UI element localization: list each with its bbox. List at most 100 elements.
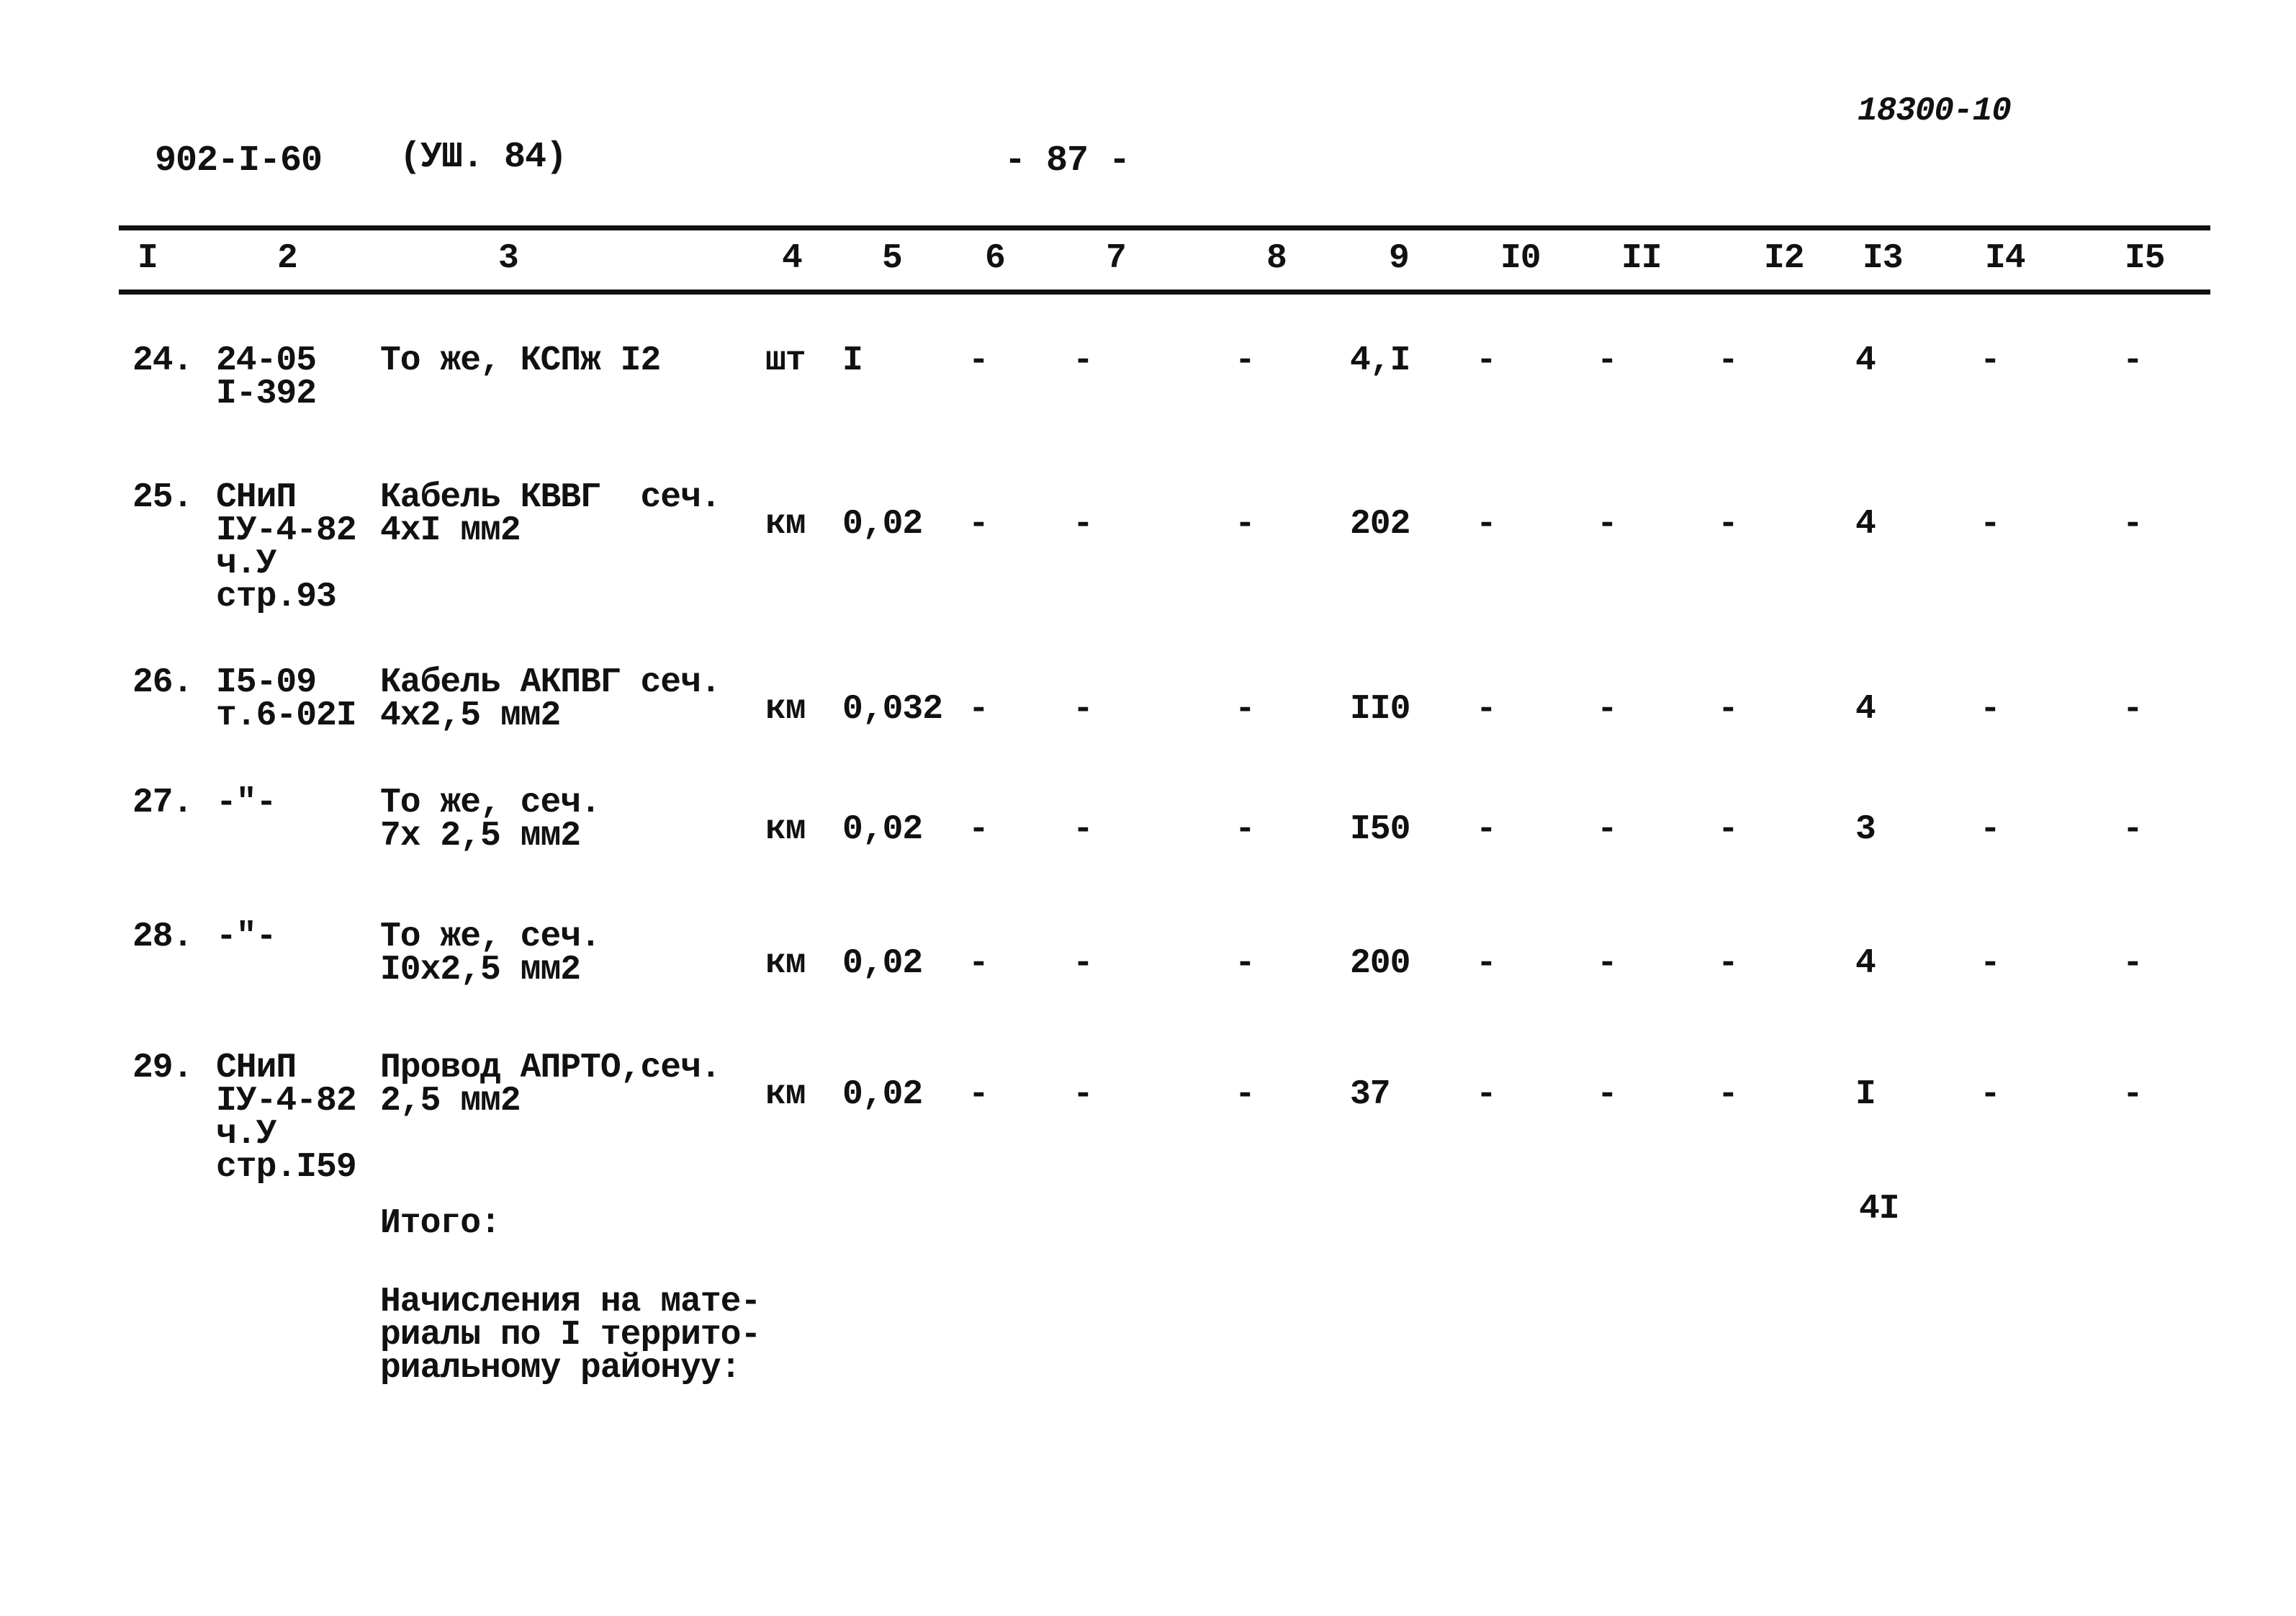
- cell-unit: км: [765, 944, 806, 983]
- cell-c13: 4: [1855, 944, 1876, 983]
- cell-c10: -: [1476, 690, 1497, 729]
- cell-c9: I50: [1350, 810, 1410, 849]
- column-header-1: I: [138, 239, 158, 278]
- cell-no: 25.: [132, 478, 193, 517]
- column-header-4: 4: [782, 239, 803, 278]
- cell-c6: -: [968, 690, 989, 729]
- cell-name: Провод АПРТО,сеч. 2,5 мм2: [380, 1049, 721, 1121]
- cell-c10: -: [1476, 944, 1497, 983]
- document-code: 902-I-60: [155, 140, 323, 181]
- column-header-5: 5: [882, 239, 903, 278]
- cell-c6: -: [968, 341, 989, 380]
- cell-c8: -: [1235, 341, 1256, 380]
- cell-unit: шт: [765, 341, 806, 380]
- cell-c12: -: [1718, 690, 1739, 729]
- cell-ref: 24-05 I-392: [216, 341, 317, 413]
- cell-c12: -: [1718, 944, 1739, 983]
- column-header-3: 3: [498, 239, 519, 278]
- cell-c7: -: [1073, 810, 1094, 849]
- cell-name: Кабель КВВГ сеч. 4хI мм2: [380, 478, 721, 550]
- cell-c5: 0,02: [842, 944, 923, 983]
- cell-no: 28.: [132, 917, 193, 956]
- cell-name: Кабель АКПВГ сеч. 4х2,5 мм2: [380, 663, 721, 735]
- cell-unit: км: [765, 810, 806, 849]
- cell-name: То же, сеч. 7х 2,5 мм2: [380, 784, 601, 856]
- column-header-8: 8: [1266, 239, 1287, 278]
- cell-c10: -: [1476, 810, 1497, 849]
- cell-c7: -: [1073, 341, 1094, 380]
- cell-no: 29.: [132, 1049, 193, 1087]
- cell-c15: -: [2122, 341, 2143, 380]
- issue-label: (УШ. 84): [400, 137, 567, 178]
- cell-c11: -: [1597, 944, 1618, 983]
- column-header-12: I2: [1764, 239, 1805, 278]
- cell-c7: -: [1073, 690, 1094, 729]
- cell-c12: -: [1718, 1075, 1739, 1114]
- cell-c7: -: [1073, 505, 1094, 544]
- cell-c6: -: [968, 810, 989, 849]
- cell-c8: -: [1235, 1075, 1256, 1114]
- cell-c9: II0: [1350, 690, 1410, 729]
- table-header-rule: [119, 289, 2210, 295]
- cell-c11: -: [1597, 1075, 1618, 1114]
- cell-c10: -: [1476, 1075, 1497, 1114]
- cell-c9: 4,I: [1350, 341, 1410, 380]
- cell-c5: 0,032: [842, 690, 943, 729]
- column-header-14: I4: [1985, 239, 2026, 278]
- cell-c15: -: [2122, 505, 2143, 544]
- column-header-15: I5: [2125, 239, 2166, 278]
- cell-c8: -: [1235, 505, 1256, 544]
- cell-ref: СНиП IУ-4-82 ч.У стр.I59: [216, 1049, 357, 1187]
- cell-c9: 200: [1350, 944, 1410, 983]
- column-header-13: I3: [1863, 239, 1904, 278]
- cell-c11: -: [1597, 505, 1618, 544]
- cell-c13: I: [1855, 1075, 1876, 1114]
- cell-unit: км: [765, 505, 806, 544]
- cell-c5: 0,02: [842, 505, 923, 544]
- cell-name: То же, сеч. I0х2,5 мм2: [380, 917, 601, 989]
- cell-c15: -: [2122, 1075, 2143, 1114]
- cell-ref: I5-09 т.6-02I: [216, 663, 357, 735]
- cell-c6: -: [968, 505, 989, 544]
- cell-c12: -: [1718, 810, 1739, 849]
- cell-c6: -: [968, 944, 989, 983]
- cell-c14: -: [1980, 505, 2001, 544]
- cell-c11: -: [1597, 690, 1618, 729]
- cell-c8: -: [1235, 944, 1256, 983]
- cell-c10: -: [1476, 341, 1497, 380]
- cell-c13: 3: [1855, 810, 1876, 849]
- cell-c14: -: [1980, 944, 2001, 983]
- cell-c6: -: [968, 1075, 989, 1114]
- cell-c13: 4: [1855, 341, 1876, 380]
- cell-c12: -: [1718, 505, 1739, 544]
- cell-c8: -: [1235, 810, 1256, 849]
- cell-ref: -"-: [216, 784, 276, 822]
- page-number: - 87 -: [1004, 140, 1130, 181]
- cell-unit: км: [765, 1075, 806, 1114]
- cell-no: 24.: [132, 341, 193, 380]
- cell-c12: -: [1718, 341, 1739, 380]
- cell-c5: I: [842, 341, 863, 380]
- cell-c13: 4: [1855, 505, 1876, 544]
- cell-c5: 0,02: [842, 810, 923, 849]
- cell-c14: -: [1980, 341, 2001, 380]
- cell-no: 26.: [132, 663, 193, 702]
- cell-c9: 202: [1350, 505, 1410, 544]
- cell-name: То же, КСПж I2: [380, 341, 661, 380]
- cell-no: 27.: [132, 784, 193, 822]
- cell-c15: -: [2122, 944, 2143, 983]
- cell-unit: км: [765, 690, 806, 729]
- cell-c13: 4: [1855, 690, 1876, 729]
- table-top-rule: [119, 225, 2210, 230]
- cell-c15: -: [2122, 810, 2143, 849]
- column-header-6: 6: [985, 239, 1006, 278]
- cell-c7: -: [1073, 1075, 1094, 1114]
- cell-c14: -: [1980, 810, 2001, 849]
- archive-number: 18300-10: [1858, 92, 2012, 130]
- cell-c11: -: [1597, 810, 1618, 849]
- cell-c10: -: [1476, 505, 1497, 544]
- column-header-7: 7: [1106, 239, 1127, 278]
- cell-c14: -: [1980, 690, 2001, 729]
- cell-c14: -: [1980, 1075, 2001, 1114]
- surcharge-note: Начисления на мате- риалы по I террито- …: [380, 1283, 761, 1388]
